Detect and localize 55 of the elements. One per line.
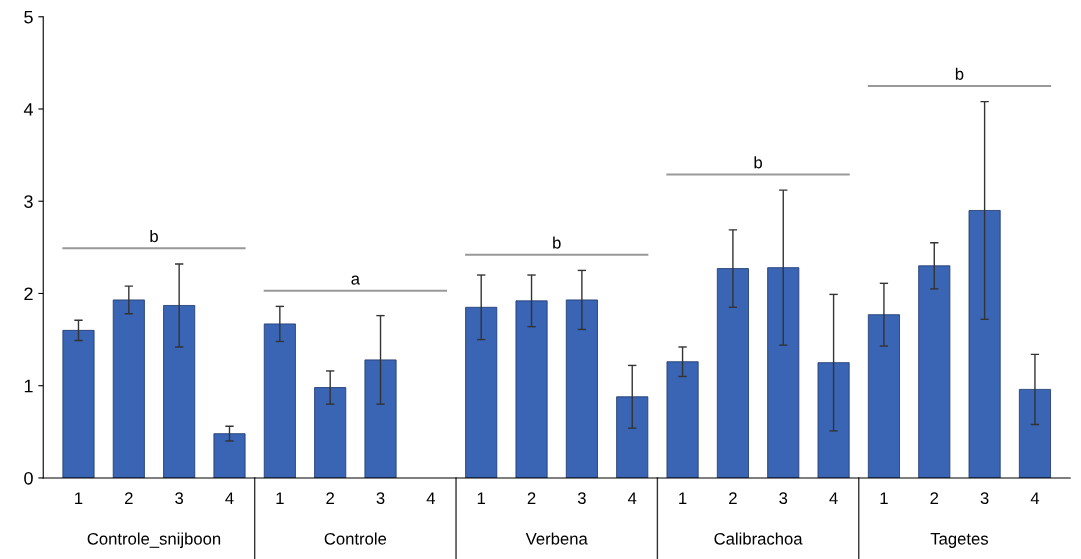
- bar: [616, 396, 649, 478]
- x-tick-label: 2: [729, 492, 737, 504]
- bar: [817, 362, 850, 478]
- x-tick-label: 2: [326, 492, 334, 504]
- text: Controle: [324, 532, 387, 545]
- x-tick-label: 4: [1030, 492, 1040, 504]
- bar: [666, 361, 699, 478]
- bar: [314, 387, 347, 478]
- bar: [163, 305, 196, 478]
- bar: [213, 433, 246, 478]
- x-tick-label: 2: [930, 492, 939, 504]
- y-tick-label: 3: [24, 195, 33, 208]
- x-tick-label: 2: [125, 492, 133, 504]
- y-tick-label: 4: [23, 103, 33, 116]
- x-tick-label: 3: [577, 492, 586, 505]
- text: Verbena: [525, 532, 588, 545]
- x-tick-label: 3: [175, 492, 184, 505]
- bar: [515, 300, 548, 478]
- bar: [867, 314, 900, 478]
- bar: [716, 268, 749, 478]
- text: Tagetes: [930, 533, 989, 548]
- x-tick-label: 1: [477, 492, 486, 504]
- annotation: b: [553, 236, 561, 249]
- annotation: b: [754, 156, 763, 169]
- y-tick-label: 2: [24, 287, 33, 301]
- x-tick-label: 1: [679, 492, 687, 504]
- x-tick-label: 4: [225, 492, 234, 504]
- bar: [263, 323, 296, 478]
- y-tick-label: 0: [24, 471, 33, 485]
- bar: [112, 299, 145, 478]
- bar: [1018, 388, 1051, 478]
- y-tick-label: 5: [24, 10, 33, 24]
- x-tick-label: 1: [880, 492, 888, 504]
- bar: [968, 210, 1001, 478]
- x-tick-label: 3: [779, 492, 788, 505]
- x-tick-label: 3: [376, 492, 385, 505]
- bar: [918, 265, 951, 478]
- bar: [767, 267, 800, 478]
- x-tick-label: 1: [75, 492, 83, 504]
- text: Calibrachoa: [714, 532, 803, 545]
- bar: [364, 359, 397, 478]
- bar: [565, 299, 598, 478]
- y-tick-label: 1: [24, 379, 33, 393]
- x-tick-label: 2: [527, 492, 536, 504]
- text: Controle_snijboon: [87, 532, 221, 548]
- bar: [62, 329, 95, 478]
- annotation: a: [351, 275, 360, 285]
- x-tick-label: 3: [980, 492, 989, 505]
- x-tick-label: 1: [276, 492, 284, 504]
- annotation: b: [150, 229, 158, 243]
- annotation: b: [955, 67, 964, 80]
- x-tick-label: 4: [829, 492, 838, 504]
- bar: [465, 306, 498, 478]
- x-tick-label: 4: [627, 492, 637, 504]
- x-tick-label: 4: [426, 492, 436, 504]
